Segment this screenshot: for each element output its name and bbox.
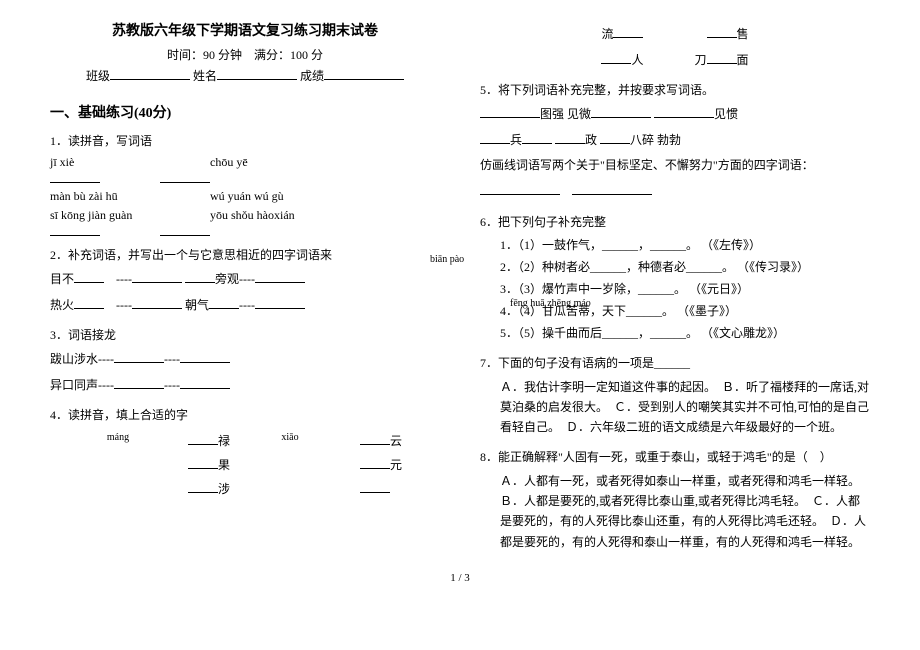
q6-s2: 2．（2）种树者必______，种德者必______。 （《传习录》） [500,258,870,277]
time-full-marks: 时间：90 分钟 满分：100 分 [50,46,440,63]
section-1-heading: 一、基础练习(40分) [50,102,440,122]
q1-pinyin-4: wú yuán wú gù [210,189,310,204]
q7-title: 7．下面的句子没有语病的一项是______ [480,354,870,371]
q1-title: 1．读拼音，写词语 [50,132,440,149]
q1-pinyin-6: yōu shǒu hàoxián [210,208,310,223]
q3-line1: 跋山涉水-------- [50,349,440,371]
q1-row1: jī xiè chōu yē [50,155,440,170]
q1-blanks-1 [50,170,440,183]
q7-choices: Ａ．我估计李明一定知道这件事的起因。 Ｂ．听了福楼拜的一席话,对莫泊桑的启发很大… [500,377,870,438]
q6-s1: 1．（1）一鼓作气，______，______。 （《左传》） [500,236,870,255]
q4-right-row2: 人 刀面 [480,50,870,72]
q1-pinyin-5: sī kōng jiàn guàn [50,208,150,223]
q3-line2: 异口同声-------- [50,375,440,397]
q2-title: 2．补充词语，并写出一个与它意思相近的四字词语来 [50,246,440,263]
q6-s3: 3．（3）爆竹声中一岁除，______。 （《元日》） [500,280,870,299]
q1-row3: sī kōng jiàn guàn yōu shǒu hàoxián [50,208,440,223]
q1-blanks-3 [50,223,440,236]
q6-s5: 5．（5）操千曲而后______，______。 （《文心雕龙》） [500,324,870,343]
q4-grid: máng 禄 果 涉 xiāo 云 元 [50,429,440,502]
score-label: 成绩 [300,69,324,83]
page-footer: 1 / 3 [0,572,920,584]
q5-line3: 仿画线词语写两个关于"目标坚定、不懈努力"方面的四字词语： [480,155,870,177]
q8-title: 8．能正确解释"人固有一死，或重于泰山，或轻于鸿毛"的是（ ） [480,448,870,465]
q1-row2: màn bù zài hū wú yuán wú gù [50,189,440,204]
q3-title: 3．词语接龙 [50,326,440,343]
left-column: 苏教版六年级下学期语文复习练习期末试卷 时间：90 分钟 满分：100 分 班级… [50,20,440,552]
q2-line1: 目不 ---- 旁观---- [50,269,440,291]
q5-line1: 图强 见微 见惯 [480,104,870,126]
name-label: 姓名 [193,69,217,83]
q4-title: 4．读拼音，填上合适的字 [50,406,440,423]
doc-title: 苏教版六年级下学期语文复习练习期末试卷 [50,20,440,40]
class-label: 班级 [86,69,110,83]
q8-choices: Ａ．人都有一死，或者死得如泰山一样重，或者死得和鸿毛一样轻。 Ｂ．人都是要死的,… [500,471,870,553]
q5-line2: 兵 政 八碎 勃勃 [480,130,870,152]
q1-pinyin-2: chōu yē [210,155,310,170]
q5-blanks [480,181,870,203]
overlay-pinyin-2: fēng huā zhēng máo [510,298,591,309]
q4-right-row1: 流 售 [480,24,870,46]
q2-line2: 热火 ---- 朝气---- [50,295,440,317]
right-column: 流 售 人 刀面 5．将下列词语补充完整，并按要求写词语。 图强 见微 见惯 兵… [480,20,870,552]
q5-title: 5．将下列词语补充完整，并按要求写词语。 [480,81,870,98]
q1-pinyin-1: jī xiè [50,155,150,170]
q6-title: 6．把下列句子补充完整 [480,213,870,230]
overlay-pinyin-1: biān pào [430,254,464,265]
q1-pinyin-3: màn bù zài hū [50,189,150,204]
student-info: 班级 姓名 成绩 [50,67,440,84]
